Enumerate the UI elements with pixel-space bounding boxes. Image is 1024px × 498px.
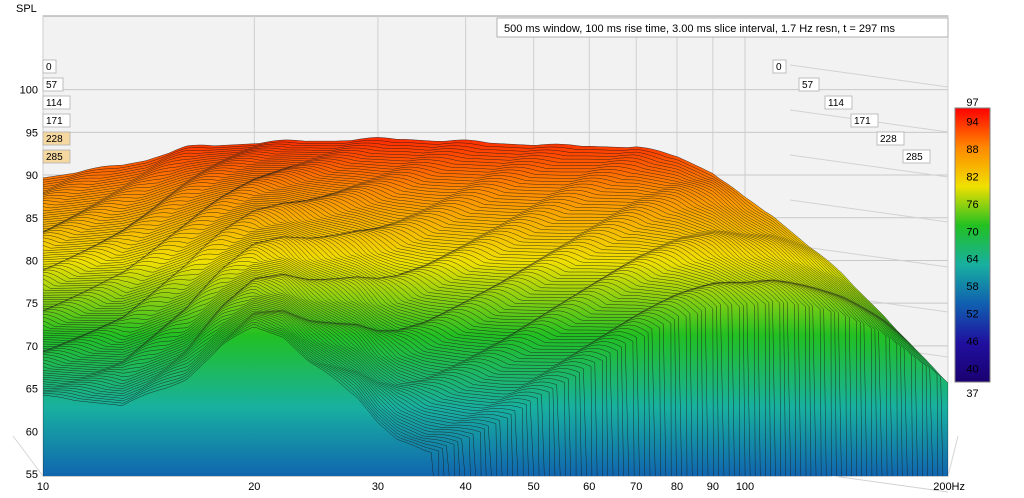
colorbar-tick-label: 64 [966,254,978,266]
time-label-left: 114 [42,95,71,110]
colorbar-tick-label: 40 [966,363,978,375]
colorbar-tick-label: 37 [966,388,978,400]
y-tick-label: 90 [26,170,38,182]
svg-text:228: 228 [46,134,63,145]
svg-text:228: 228 [880,134,897,145]
waterfall-slice [43,327,434,476]
y-tick-label: 65 [26,384,38,396]
time-label-left: 228 [42,131,71,146]
x-tick-label: 10 [37,481,49,493]
svg-text:57: 57 [802,80,814,91]
colorbar-ramp [954,107,991,383]
colorbar-tick-label: 88 [966,144,978,156]
x-tick-label: 200Hz [933,481,965,493]
colorbar: 97 94 88 82 76 70 64 58 52 46 40 37 [954,97,991,400]
time-label-right: 0 [772,59,787,74]
svg-text:171: 171 [46,116,63,127]
svg-text:0: 0 [46,62,52,73]
time-label-right: 57 [798,77,820,92]
time-label-left: 57 [42,77,64,92]
chart-title: 500 ms window, 100 ms rise time, 3.00 ms… [504,23,895,35]
axis-overlay: 55 60 65 70 75 80 85 90 95 100 10 20 30 40 50 60 70 80 90 1… [20,59,965,493]
x-tick-label: 20 [248,481,260,493]
title-box: 500 ms window, 100 ms rise time, 3.00 ms… [496,17,949,38]
y-tick-label: 55 [26,469,38,481]
time-label-right: 171 [850,113,879,128]
time-label-left: 285 [42,149,71,164]
waterfall-surface [43,137,948,476]
colorbar-tick-label: 58 [966,281,978,293]
y-tick-label: 100 [20,85,38,97]
x-tick-label: 60 [583,481,595,493]
colorbar-tick-label: 46 [966,336,978,348]
time-label-right: 285 [902,149,931,164]
y-tick-label: 70 [26,341,38,353]
y-tick-label: 60 [26,426,38,438]
svg-text:171: 171 [854,116,871,127]
colorbar-tick-label: 94 [966,117,978,129]
svg-text:114: 114 [828,98,844,109]
x-tick-label: 80 [671,481,683,493]
colorbar-tick-label: 70 [966,226,978,238]
x-tick-label: 40 [460,481,472,493]
x-tick-label: 50 [528,481,540,493]
svg-text:0: 0 [776,62,782,73]
y-tick-label: 80 [26,255,38,267]
time-label-right: 228 [876,131,905,146]
colorbar-tick-label: 82 [966,172,978,184]
svg-text:114: 114 [46,98,62,109]
colorbar-tick-label: 97 [966,97,978,109]
time-label-left: 171 [42,113,71,128]
svg-text:285: 285 [46,152,63,163]
x-tick-label: 70 [630,481,642,493]
y-tick-label: 95 [26,127,38,139]
y-tick-label: 75 [26,298,38,310]
x-tick-label: 30 [372,481,384,493]
y-tick-label: 85 [26,213,38,225]
colorbar-tick-label: 52 [966,309,978,321]
colorbar-tick-label: 76 [966,199,978,211]
x-tick-label: 100 [736,481,754,493]
time-label-right: 114 [824,95,853,110]
x-tick-label: 90 [707,481,719,493]
y-axis-label: SPL [16,3,37,15]
svg-text:285: 285 [906,152,923,163]
svg-text:57: 57 [46,80,58,91]
time-label-left: 0 [42,59,57,74]
